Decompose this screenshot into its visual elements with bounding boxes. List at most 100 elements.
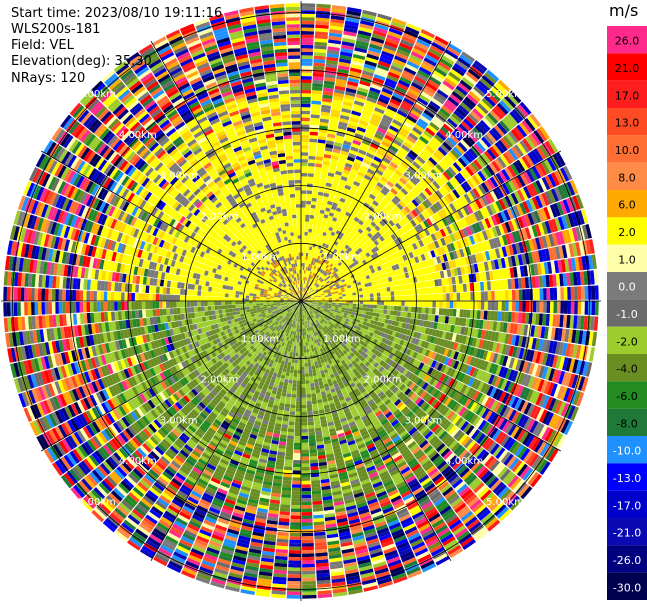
velocity-gate bbox=[345, 298, 350, 301]
velocity-gate bbox=[443, 102, 455, 113]
velocity-gate bbox=[361, 13, 376, 20]
velocity-gate bbox=[323, 267, 328, 272]
velocity-gate bbox=[382, 313, 387, 319]
velocity-gate bbox=[330, 112, 340, 119]
velocity-gate bbox=[301, 62, 313, 66]
velocity-gate bbox=[404, 118, 416, 127]
velocity-gate bbox=[366, 208, 373, 215]
velocity-gate bbox=[338, 296, 343, 299]
velocity-gate bbox=[355, 93, 367, 100]
velocity-gate bbox=[546, 287, 551, 300]
velocity-gate bbox=[556, 301, 561, 314]
velocity-gate bbox=[343, 239, 349, 245]
velocity-gate bbox=[365, 100, 376, 107]
velocity-gate bbox=[356, 202, 363, 208]
velocity-gate bbox=[343, 202, 350, 209]
velocity-gate bbox=[553, 301, 558, 314]
velocity-gate bbox=[318, 230, 324, 236]
velocity-gate bbox=[370, 116, 381, 124]
velocity-gate bbox=[403, 97, 415, 106]
velocity-gate bbox=[304, 231, 308, 236]
velocity-gate bbox=[374, 70, 387, 78]
velocity-gate bbox=[311, 246, 316, 251]
velocity-gate bbox=[335, 304, 339, 307]
velocity-gate bbox=[301, 79, 312, 84]
velocity-gate bbox=[316, 149, 325, 154]
velocity-gate bbox=[309, 256, 313, 261]
velocity-gate bbox=[421, 132, 432, 142]
velocity-gate bbox=[314, 166, 322, 171]
velocity-gate bbox=[358, 168, 367, 175]
velocity-gate bbox=[301, 166, 308, 170]
velocity-gate bbox=[449, 93, 462, 104]
velocity-gate bbox=[359, 304, 364, 308]
velocity-gate bbox=[353, 225, 360, 231]
velocity-gate bbox=[301, 172, 308, 177]
velocity-gate bbox=[325, 302, 329, 304]
velocity-gate bbox=[339, 298, 343, 301]
velocity-gate bbox=[511, 301, 516, 312]
velocity-gate bbox=[311, 103, 321, 109]
velocity-gate bbox=[543, 301, 547, 313]
velocity-gate bbox=[335, 295, 339, 298]
velocity-gate bbox=[334, 89, 345, 95]
velocity-gate bbox=[301, 72, 313, 77]
velocity-gate bbox=[345, 305, 350, 309]
velocity-gate bbox=[370, 297, 374, 301]
velocity-gate bbox=[315, 27, 329, 33]
velocity-gate bbox=[321, 199, 328, 204]
velocity-gate bbox=[316, 226, 321, 231]
velocity-gate bbox=[373, 156, 382, 163]
velocity-gate bbox=[428, 307, 433, 315]
velocity-gate bbox=[399, 127, 410, 136]
velocity-gate bbox=[361, 110, 373, 117]
velocity-gate bbox=[373, 301, 378, 305]
velocity-gate bbox=[311, 194, 318, 199]
velocity-gate bbox=[415, 72, 429, 82]
velocity-gate bbox=[314, 38, 328, 43]
velocity-gate bbox=[370, 202, 377, 210]
velocity-gate bbox=[376, 292, 381, 297]
velocity-gate bbox=[560, 301, 565, 314]
velocity-gate bbox=[310, 268, 314, 272]
velocity-gate bbox=[368, 46, 382, 54]
velocity-gate bbox=[323, 153, 332, 159]
velocity-gate bbox=[309, 376, 314, 381]
velocity-gate bbox=[318, 135, 327, 141]
velocity-gate bbox=[327, 172, 335, 178]
velocity-gate bbox=[375, 312, 380, 318]
velocity-gate bbox=[312, 222, 318, 227]
velocity-gate bbox=[359, 116, 370, 123]
velocity-gate bbox=[384, 111, 395, 119]
velocity-gate bbox=[308, 372, 313, 377]
velocity-gate bbox=[321, 167, 329, 173]
velocity-gate bbox=[344, 184, 352, 191]
velocity-gate bbox=[374, 107, 385, 115]
velocity-gate bbox=[311, 250, 315, 255]
velocity-gate bbox=[423, 109, 435, 119]
velocity-gate bbox=[322, 231, 327, 237]
velocity-gate bbox=[345, 293, 350, 297]
velocity-gate bbox=[393, 285, 398, 291]
velocity-gate bbox=[365, 311, 370, 316]
velocity-gate bbox=[340, 237, 346, 243]
velocity-gate bbox=[338, 121, 348, 127]
velocity-gate bbox=[349, 295, 353, 299]
velocity-gate bbox=[312, 72, 324, 78]
velocity-gate bbox=[397, 45, 412, 54]
velocity-gate bbox=[307, 289, 310, 293]
velocity-gate bbox=[306, 289, 310, 293]
velocity-gate bbox=[476, 310, 481, 320]
velocity-gate bbox=[301, 162, 308, 167]
velocity-gate bbox=[341, 147, 350, 153]
velocity-gate bbox=[306, 249, 309, 254]
velocity-gate bbox=[310, 383, 315, 388]
velocity-gate bbox=[416, 121, 427, 130]
velocity-gate bbox=[323, 214, 329, 219]
velocity-gate bbox=[399, 147, 409, 155]
velocity-gate bbox=[369, 293, 374, 298]
velocity-gate bbox=[449, 308, 454, 317]
velocity-gate bbox=[403, 311, 408, 318]
velocity-gate bbox=[305, 214, 310, 219]
velocity-gate bbox=[319, 118, 329, 124]
